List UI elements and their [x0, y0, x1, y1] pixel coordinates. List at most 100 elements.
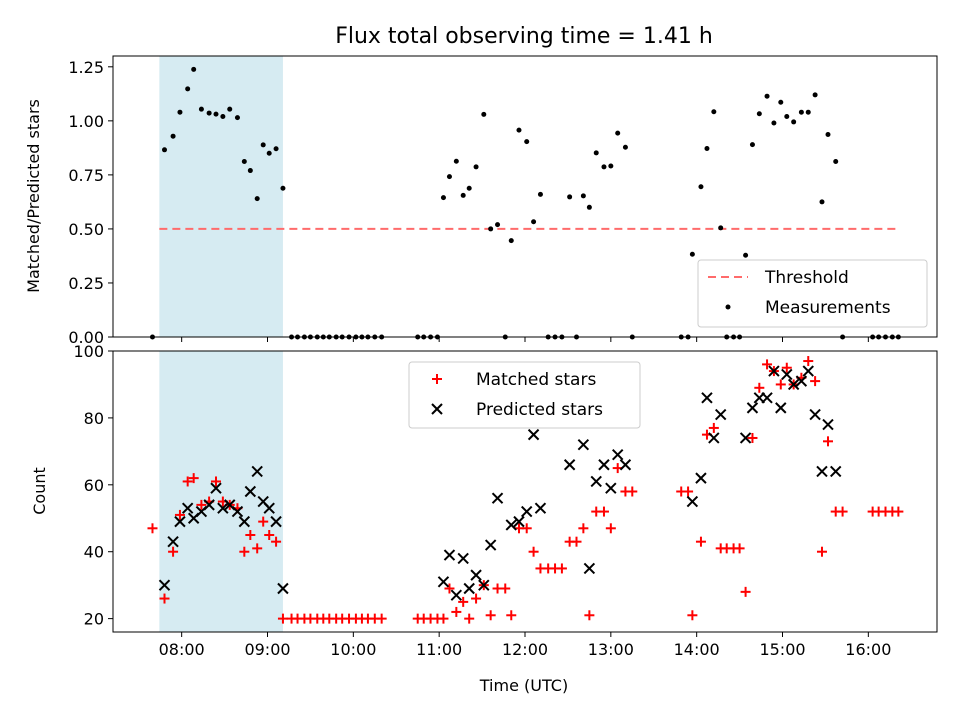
bottom-y-axis-label: Count	[30, 467, 49, 515]
predicted-point	[830, 465, 842, 478]
measurement-point	[440, 195, 446, 201]
measurement-point	[778, 99, 784, 105]
matched-point	[521, 523, 532, 534]
measurement-point	[185, 86, 191, 92]
predicted-point	[450, 589, 463, 601]
matched-point	[571, 536, 582, 547]
measurement-point	[784, 114, 790, 120]
measurement-point	[537, 191, 543, 197]
predicted-point	[217, 502, 229, 514]
matched-point	[264, 529, 275, 540]
bottom-highlight-span	[159, 351, 283, 632]
matched-point	[174, 509, 185, 520]
matched-point	[159, 593, 170, 604]
top-y-axis: 0.00 0.25 0.50 0.75 1.00 1.25	[68, 58, 113, 347]
predicted-point	[746, 402, 759, 414]
y-tick-label: 60	[84, 476, 104, 495]
matched-point	[239, 546, 250, 557]
measurement-point	[495, 222, 501, 228]
measurement-point	[266, 150, 272, 156]
x-tick-label: 11:00	[416, 640, 462, 659]
matched-point	[451, 606, 462, 617]
measurement-point	[798, 109, 804, 115]
predicted-point	[521, 505, 533, 518]
matched-point	[168, 546, 179, 557]
matched-point	[578, 523, 589, 534]
measurement-point	[488, 226, 494, 232]
matched-point	[754, 382, 765, 393]
predicted-point	[686, 495, 699, 508]
measurement-point	[805, 109, 811, 115]
y-tick-label: 0.50	[68, 220, 104, 239]
measurement-point	[162, 147, 167, 153]
measurement-point	[508, 238, 514, 244]
legend-matched-swatch	[432, 374, 442, 384]
predicted-point	[437, 576, 450, 588]
measurement-point	[524, 139, 530, 145]
measurement-point	[601, 164, 607, 170]
x-tick-label: 13:00	[588, 640, 634, 659]
predicted-point	[822, 418, 834, 431]
matched-point	[258, 516, 269, 527]
matched-point	[734, 543, 745, 554]
measurement-point	[481, 111, 487, 117]
predicted-point	[210, 482, 222, 494]
predicted-point	[484, 539, 497, 551]
x-axis-label: Time (UTC)	[479, 676, 568, 695]
predicted-point	[775, 402, 787, 414]
matched-point	[893, 506, 904, 517]
measurement-point	[220, 114, 226, 120]
x-tick-label: 15:00	[759, 640, 805, 659]
matched-point	[775, 379, 786, 390]
matched-point	[556, 563, 567, 574]
bottom-y-axis: 20 40 60 80 100	[73, 342, 113, 629]
predicted-point	[714, 408, 727, 421]
measurement-point	[254, 196, 260, 202]
matched-point	[687, 610, 698, 621]
matched-point	[252, 543, 263, 554]
measurement-point	[698, 184, 704, 190]
matched-point	[708, 422, 719, 433]
matched-point	[627, 486, 638, 497]
predicted-point	[708, 432, 720, 444]
top-legend-box	[697, 259, 928, 328]
predicted-point	[563, 459, 576, 471]
measurement-point	[756, 111, 762, 117]
predicted-point	[491, 492, 504, 504]
measurement-point	[516, 127, 522, 133]
predicted-point	[270, 515, 282, 528]
y-tick-label: 40	[84, 543, 104, 562]
predicted-point	[598, 459, 610, 471]
legend-threshold-label: Threshold	[764, 268, 849, 288]
measurement-point	[466, 185, 472, 191]
predicted-point	[695, 472, 707, 484]
matched-point	[598, 506, 609, 517]
predicted-point	[277, 582, 289, 595]
matched-point	[506, 610, 517, 621]
measurement-point	[608, 163, 614, 169]
measurement-point	[170, 133, 176, 139]
predicted-point	[158, 579, 171, 591]
matched-point	[695, 536, 706, 547]
measurement-point	[615, 130, 621, 136]
legend-measurements-swatch	[725, 304, 731, 310]
measurement-point	[580, 193, 586, 199]
predicted-point	[505, 519, 517, 531]
measurement-point	[247, 168, 253, 174]
predicted-point	[816, 465, 828, 478]
y-tick-label: 20	[84, 610, 104, 629]
measurement-point	[567, 194, 573, 200]
bottom-plot-frame	[112, 350, 938, 633]
matched-point	[245, 529, 256, 540]
measurement-point	[718, 225, 724, 231]
matched-point	[837, 506, 848, 517]
measurement-point	[191, 66, 197, 72]
predicted-point	[263, 502, 275, 514]
measurement-point	[764, 93, 770, 99]
top-plot-frame	[112, 55, 938, 338]
count-series	[147, 356, 904, 624]
y-tick-label: 1.00	[68, 112, 104, 131]
measurement-point	[833, 158, 839, 164]
x-tick-label: 16:00	[845, 640, 891, 659]
